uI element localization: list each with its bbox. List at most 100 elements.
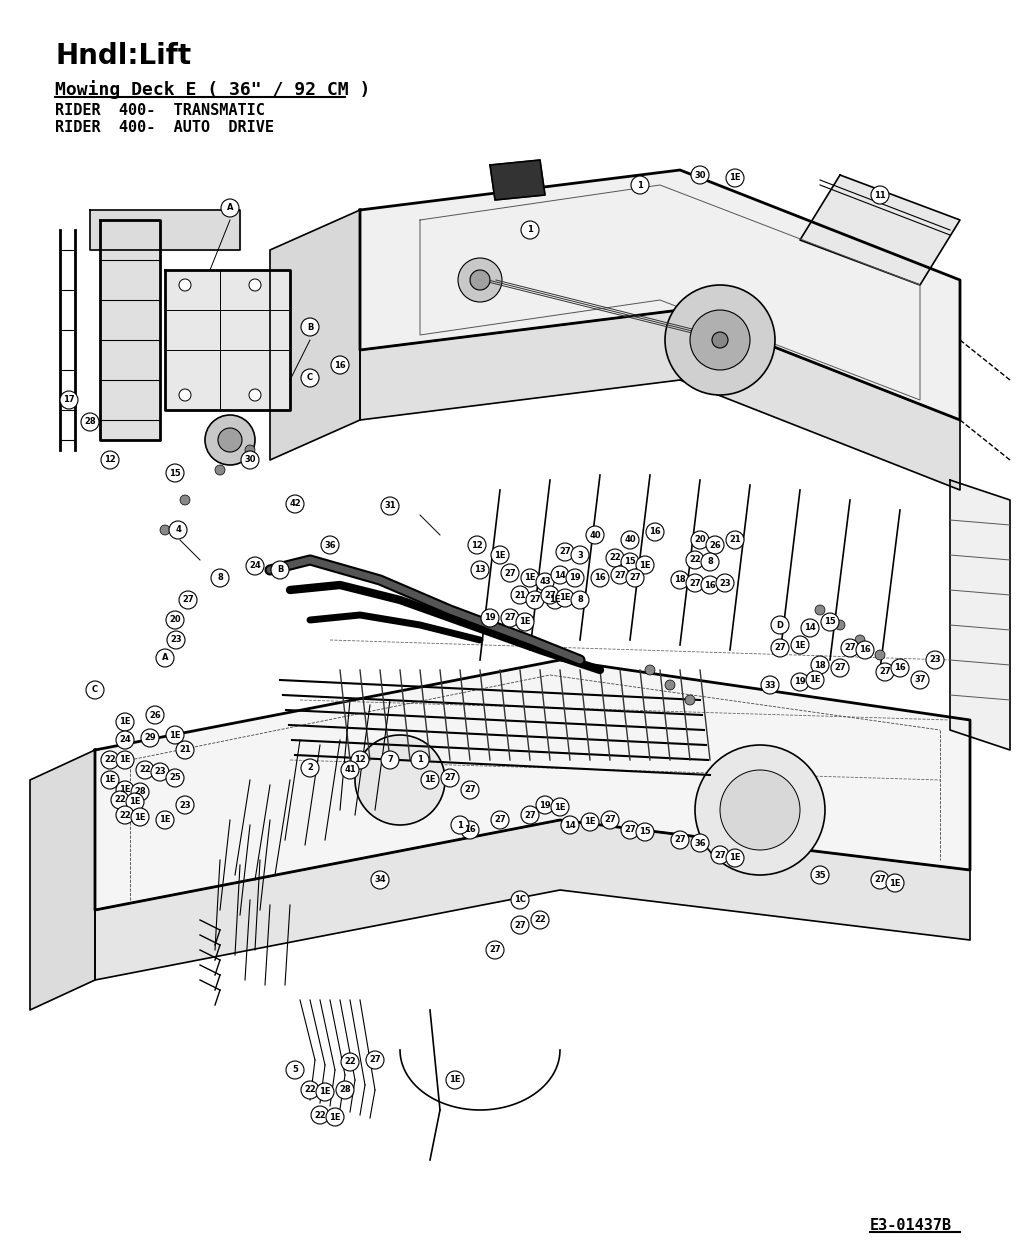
Text: 1C: 1C xyxy=(514,896,526,905)
Text: 16: 16 xyxy=(334,360,346,369)
Circle shape xyxy=(370,871,389,890)
Circle shape xyxy=(151,764,169,781)
Text: 13: 13 xyxy=(474,566,486,575)
Text: C: C xyxy=(92,685,98,694)
Text: 22: 22 xyxy=(314,1110,326,1119)
Circle shape xyxy=(381,751,399,769)
Text: 19: 19 xyxy=(539,800,551,809)
Text: 1E: 1E xyxy=(494,551,506,559)
Text: 42: 42 xyxy=(289,499,301,509)
Text: 30: 30 xyxy=(695,170,706,179)
Text: 15: 15 xyxy=(624,557,636,567)
Circle shape xyxy=(536,796,554,814)
Circle shape xyxy=(511,891,529,908)
Circle shape xyxy=(160,525,170,536)
Text: 27: 27 xyxy=(369,1056,381,1065)
Text: 1E: 1E xyxy=(549,596,560,605)
Circle shape xyxy=(725,169,744,186)
Text: 41: 41 xyxy=(344,766,356,775)
Text: RIDER  400-  AUTO  DRIVE: RIDER 400- AUTO DRIVE xyxy=(55,120,275,135)
Circle shape xyxy=(690,310,750,370)
Text: 21: 21 xyxy=(730,536,741,544)
Circle shape xyxy=(665,285,775,394)
Circle shape xyxy=(871,186,889,204)
Circle shape xyxy=(686,551,704,570)
Circle shape xyxy=(366,1051,384,1068)
Text: 27: 27 xyxy=(559,548,571,557)
Circle shape xyxy=(461,822,479,839)
Circle shape xyxy=(571,591,589,609)
Text: 27: 27 xyxy=(489,945,501,955)
Circle shape xyxy=(701,576,719,593)
Circle shape xyxy=(458,258,502,302)
Polygon shape xyxy=(950,480,1010,750)
Text: 16: 16 xyxy=(704,581,716,590)
Text: 7: 7 xyxy=(387,756,393,765)
Polygon shape xyxy=(270,210,360,460)
Text: 43: 43 xyxy=(539,577,551,586)
Circle shape xyxy=(551,798,569,816)
Circle shape xyxy=(566,570,584,587)
Text: 25: 25 xyxy=(169,774,181,782)
Circle shape xyxy=(551,566,569,583)
Text: 22: 22 xyxy=(344,1057,356,1066)
Circle shape xyxy=(491,811,509,829)
Circle shape xyxy=(351,751,369,769)
Circle shape xyxy=(156,649,174,667)
Circle shape xyxy=(686,575,704,592)
Circle shape xyxy=(631,176,649,194)
Circle shape xyxy=(246,557,264,575)
Circle shape xyxy=(806,672,824,689)
Circle shape xyxy=(167,631,185,649)
Circle shape xyxy=(441,769,459,788)
Circle shape xyxy=(856,641,874,659)
Text: 1: 1 xyxy=(457,820,463,829)
Circle shape xyxy=(546,591,565,609)
Circle shape xyxy=(926,651,944,669)
Text: 27: 27 xyxy=(494,815,506,824)
Text: 1E: 1E xyxy=(120,756,131,765)
Circle shape xyxy=(815,605,825,615)
Text: 23: 23 xyxy=(154,767,166,776)
Circle shape xyxy=(169,520,187,539)
Text: 15: 15 xyxy=(639,828,651,837)
Text: 8: 8 xyxy=(217,573,223,582)
Circle shape xyxy=(771,639,789,656)
Circle shape xyxy=(621,553,639,571)
Circle shape xyxy=(536,573,554,591)
Circle shape xyxy=(179,278,191,291)
Circle shape xyxy=(211,570,229,587)
Text: 1E: 1E xyxy=(449,1076,460,1085)
Circle shape xyxy=(486,941,504,959)
Text: Mowing Deck E ( 36" / 92 CM ): Mowing Deck E ( 36" / 92 CM ) xyxy=(55,79,370,100)
Text: 23: 23 xyxy=(929,655,941,664)
Circle shape xyxy=(586,525,604,544)
Text: 12: 12 xyxy=(104,456,116,465)
Text: 20: 20 xyxy=(695,536,706,544)
Text: 1E: 1E xyxy=(519,617,530,626)
Polygon shape xyxy=(95,820,970,980)
Circle shape xyxy=(871,871,889,890)
Circle shape xyxy=(521,806,539,824)
Text: 1E: 1E xyxy=(120,717,131,727)
Circle shape xyxy=(467,536,486,554)
Circle shape xyxy=(180,495,190,505)
Polygon shape xyxy=(90,210,240,249)
Text: 1E: 1E xyxy=(319,1087,330,1096)
Text: 1E: 1E xyxy=(730,174,741,183)
Circle shape xyxy=(891,659,909,677)
Circle shape xyxy=(556,543,574,561)
Text: 8: 8 xyxy=(577,596,583,605)
Circle shape xyxy=(854,635,865,645)
Circle shape xyxy=(695,745,825,874)
Text: 1E: 1E xyxy=(584,818,595,827)
Text: D: D xyxy=(776,620,783,630)
Circle shape xyxy=(166,611,184,629)
Text: 1E: 1E xyxy=(329,1113,341,1121)
Text: 11: 11 xyxy=(874,190,885,199)
Text: 36: 36 xyxy=(695,838,706,848)
Text: 26: 26 xyxy=(150,711,161,719)
Circle shape xyxy=(691,166,709,184)
Text: 1: 1 xyxy=(527,226,533,234)
Circle shape xyxy=(249,278,261,291)
